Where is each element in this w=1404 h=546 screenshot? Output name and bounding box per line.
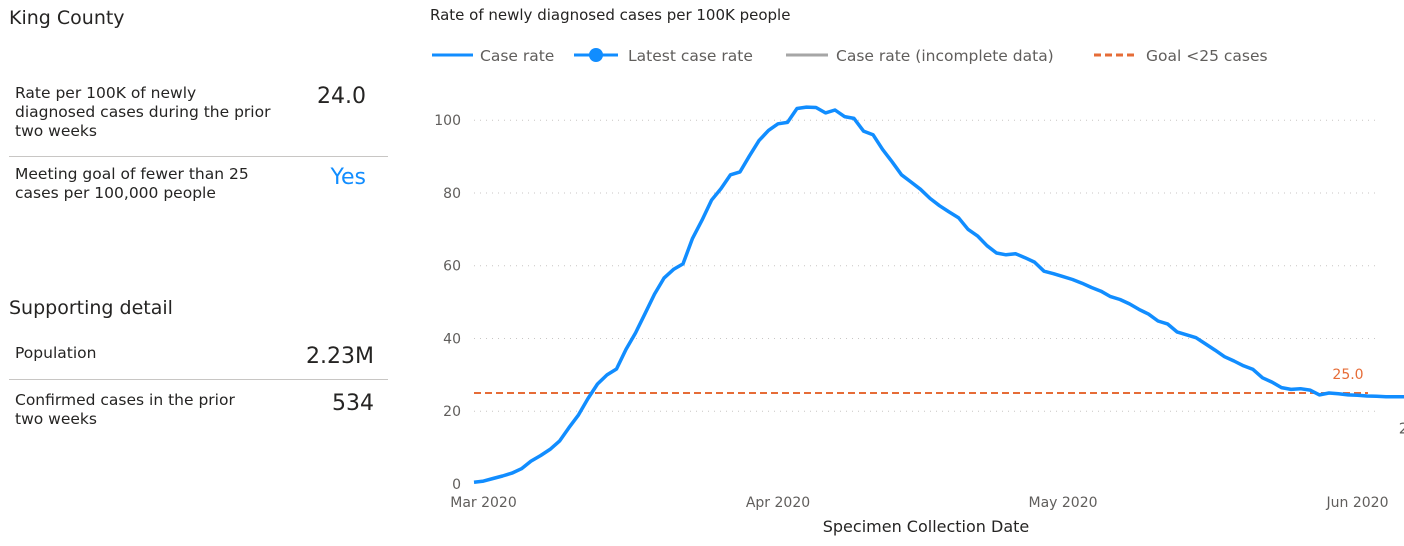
chart-title: Rate of newly diagnosed cases per 100K p…: [430, 6, 791, 24]
x-tick-label: Mar 2020: [450, 495, 517, 511]
goal-label: Meeting goal of fewer than 25 cases per …: [15, 165, 249, 202]
y-tick-label: 0: [452, 477, 461, 493]
confirmed-cases-value: 534: [332, 391, 374, 416]
goal-label: 25.0: [1332, 367, 1363, 383]
supporting-divider: [9, 379, 388, 380]
legend-latest-label: Latest case rate: [628, 47, 753, 65]
case-rate-line: [473, 105, 1404, 484]
y-tick-label: 100: [434, 113, 461, 129]
y-tick-label: 20: [443, 404, 461, 420]
legend-case-rate-label: Case rate: [480, 47, 554, 65]
latest-case-rate-label: 24.0: [1399, 420, 1404, 438]
y-tick-label: 60: [443, 259, 461, 275]
goal-status-value: Yes: [330, 165, 366, 190]
population-value: 2.23M: [306, 344, 374, 369]
legend-incomplete-label: Case rate (incomplete data): [836, 47, 1054, 65]
y-tick-label: 40: [443, 331, 461, 347]
goal-metric: Meeting goal of fewer than 25 cases per …: [9, 165, 384, 235]
legend-goal-label: Goal <25 cases: [1146, 47, 1268, 65]
confirmed-cases-row: Confirmed cases in the prior two weeks 5…: [9, 391, 384, 433]
legend-latest-swatch-dot: [589, 48, 603, 62]
summary-panel: King County Rate per 100K of newly diagn…: [0, 0, 395, 546]
confirmed-cases-label: Confirmed cases in the prior two weeks: [15, 391, 235, 428]
y-tick-label: 80: [443, 186, 461, 202]
population-row: Population 2.23M: [9, 344, 384, 378]
case-rate-label: Rate per 100K of newly diagnosed cases d…: [15, 84, 271, 140]
population-label: Population: [15, 344, 97, 362]
case-rate-value: 24.0: [317, 84, 366, 109]
metric-divider: [9, 156, 388, 157]
supporting-detail-title: Supporting detail: [9, 297, 173, 319]
x-tick-label: May 2020: [1028, 495, 1097, 511]
x-tick-label: Apr 2020: [746, 495, 810, 511]
county-title: King County: [9, 7, 125, 29]
x-axis-title: Specimen Collection Date: [823, 517, 1030, 536]
x-tick-label: Jun 2020: [1326, 495, 1389, 511]
case-rate-metric: Rate per 100K of newly diagnosed cases d…: [9, 84, 384, 154]
